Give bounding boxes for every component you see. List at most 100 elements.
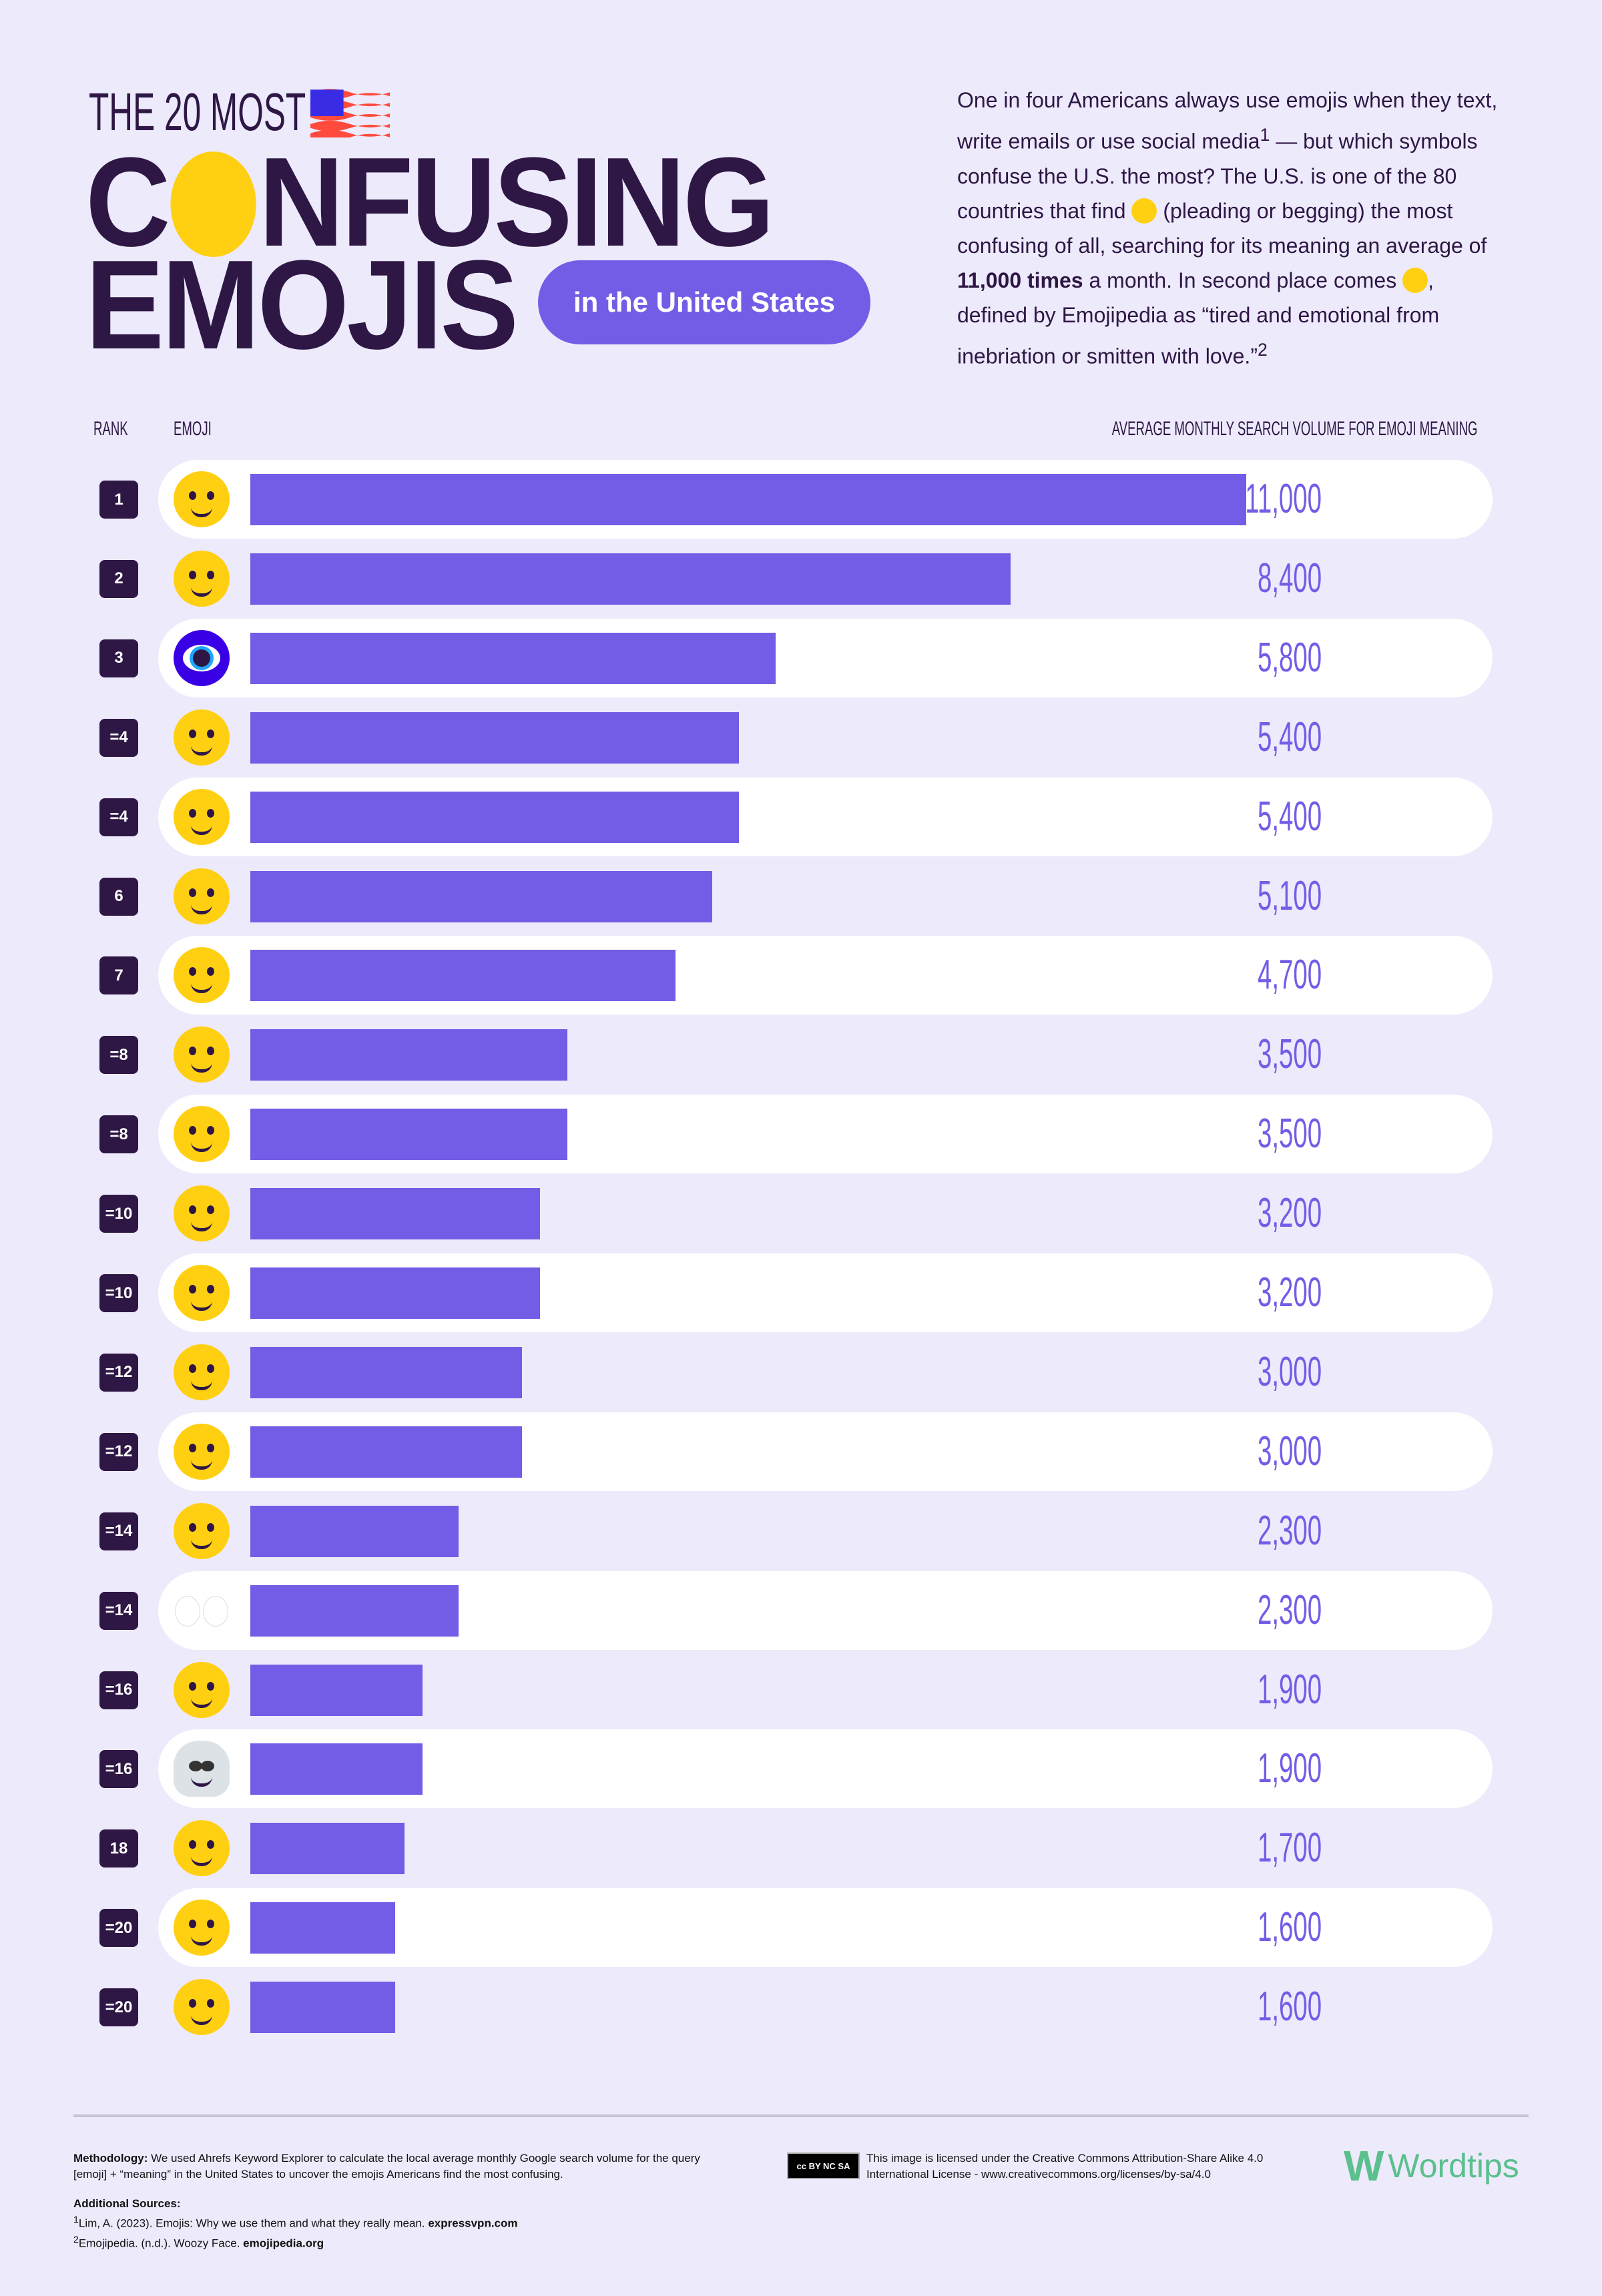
bar <box>250 1109 567 1161</box>
bar <box>250 474 1246 525</box>
rank-badge: 6 <box>99 877 138 916</box>
intro-paragraph: One in four Americans always use emojis … <box>957 88 1498 368</box>
value-label: 1,600 <box>1257 1904 1322 1951</box>
rank-badge: =12 <box>99 1353 138 1392</box>
value-label: 5,100 <box>1257 872 1322 919</box>
value-label: 3,500 <box>1257 1111 1322 1157</box>
rank-badge: =8 <box>99 1115 138 1154</box>
bar <box>250 1585 459 1637</box>
rank-badge: 3 <box>99 639 138 677</box>
value-label: 5,800 <box>1257 634 1322 681</box>
wordtips-logo: W Wordtips <box>1344 2142 1519 2190</box>
rank-badge: =10 <box>99 1195 138 1233</box>
rank-badge: 7 <box>99 956 138 995</box>
rank-badge: =12 <box>99 1432 138 1471</box>
bar <box>250 950 676 1002</box>
nazar-amulet-icon <box>174 629 230 686</box>
bar <box>250 791 740 843</box>
smirking-face-icon <box>174 868 230 924</box>
woozy-face-icon <box>174 550 230 607</box>
bar <box>250 1267 541 1319</box>
value-label: 1,600 <box>1257 1984 1322 2030</box>
bar <box>250 1982 396 2034</box>
value-label: 1,700 <box>1257 1825 1322 1872</box>
value-label: 3,000 <box>1257 1348 1322 1395</box>
rank-badge: =20 <box>99 1909 138 1948</box>
value-label: 11,000 <box>1245 476 1322 522</box>
value-label: 3,500 <box>1257 1031 1322 1078</box>
value-label: 4,700 <box>1257 952 1322 998</box>
source-link[interactable]: expressvpn.com <box>428 2217 518 2230</box>
wordtips-logo-text: Wordtips <box>1388 2147 1519 2185</box>
bar <box>250 711 740 764</box>
column-header-rank: RANK <box>93 418 128 440</box>
unamused-face-icon <box>174 1502 230 1559</box>
pleading-face-icon <box>1131 198 1157 224</box>
value-label: 1,900 <box>1257 1745 1322 1792</box>
bar <box>250 1823 405 1875</box>
rank-badge: 18 <box>99 1829 138 1868</box>
bar <box>250 632 776 684</box>
column-header-volume: AVERAGE MONTHLY SEARCH VOLUME FOR EMOJI … <box>1111 418 1477 440</box>
loudly-crying-face-icon <box>174 1185 230 1242</box>
bar <box>250 870 712 922</box>
rank-badge: =14 <box>99 1512 138 1550</box>
title-line-2: EMOJIS <box>85 234 519 376</box>
value-label: 2,300 <box>1257 1587 1322 1633</box>
face-with-raised-eyebrow-icon <box>170 151 256 257</box>
methodology-note: Methodology: We used Ahrefs Keyword Expl… <box>73 2152 700 2181</box>
upside-down-face-icon <box>174 709 230 766</box>
face-with-rolling-eyes-icon <box>174 1344 230 1400</box>
skull-icon <box>174 1741 230 1797</box>
value-label: 1,900 <box>1257 1666 1322 1713</box>
rank-badge: =4 <box>99 718 138 757</box>
value-label: 5,400 <box>1257 793 1322 840</box>
value-label: 3,000 <box>1257 1428 1322 1474</box>
rank-badge: =16 <box>99 1750 138 1789</box>
smiling-face-with-hearts-icon <box>174 947 230 1004</box>
relieved-face-icon <box>174 1027 230 1083</box>
column-header-emoji: EMOJI <box>174 418 212 440</box>
additional-sources: Additional Sources: 1Lim, A. (2023). Emo… <box>73 2197 518 2250</box>
rank-badge: =4 <box>99 798 138 836</box>
title-kicker: THE 20 MOST <box>89 82 306 141</box>
weary-face-icon <box>174 1106 230 1163</box>
pleading-face-icon <box>174 471 230 527</box>
nerd-face-icon <box>174 1900 230 1956</box>
wordtips-logo-mark: W <box>1344 2142 1384 2190</box>
rank-badge: =8 <box>99 1036 138 1075</box>
value-label: 3,200 <box>1257 1190 1322 1237</box>
value-label: 3,200 <box>1257 1269 1322 1316</box>
bar <box>250 1346 522 1398</box>
source-link[interactable]: emojipedia.org <box>243 2237 324 2250</box>
rank-badge: =10 <box>99 1274 138 1312</box>
value-label: 5,400 <box>1257 713 1322 760</box>
smiling-face-with-smiling-eyes-icon <box>174 1423 230 1480</box>
eyes-icon <box>174 1583 230 1639</box>
bar <box>250 1902 396 1954</box>
woozy-face-icon <box>1402 267 1428 293</box>
beaming-face-with-smiling-eyes-icon <box>174 1820 230 1877</box>
rank-badge: =16 <box>99 1671 138 1709</box>
license-note: This image is licensed under the Creativ… <box>866 2152 1264 2181</box>
bar <box>250 553 1011 605</box>
title-line-1: C NFUSING <box>85 131 775 273</box>
neutral-face-icon <box>174 1661 230 1718</box>
value-label: 2,300 <box>1257 1507 1322 1554</box>
region-pill: in the United States <box>538 260 870 344</box>
us-flag-icon <box>310 89 390 137</box>
grinning-face-with-sweat-icon <box>174 788 230 845</box>
value-label: 8,400 <box>1257 555 1322 601</box>
bar <box>250 1743 423 1795</box>
rank-badge: =14 <box>99 1591 138 1630</box>
bar <box>250 1426 522 1478</box>
smiling-face-with-heart-eyes-icon <box>174 1979 230 2036</box>
rank-badge: =20 <box>99 1988 138 2027</box>
creative-commons-badge-icon: cc BY NC SA <box>787 2152 860 2179</box>
rank-badge: 2 <box>99 559 138 598</box>
bar <box>250 1029 567 1081</box>
bar <box>250 1664 423 1716</box>
footer-divider <box>73 2114 1529 2117</box>
bar <box>250 1188 541 1240</box>
grimacing-face-icon <box>174 1265 230 1321</box>
